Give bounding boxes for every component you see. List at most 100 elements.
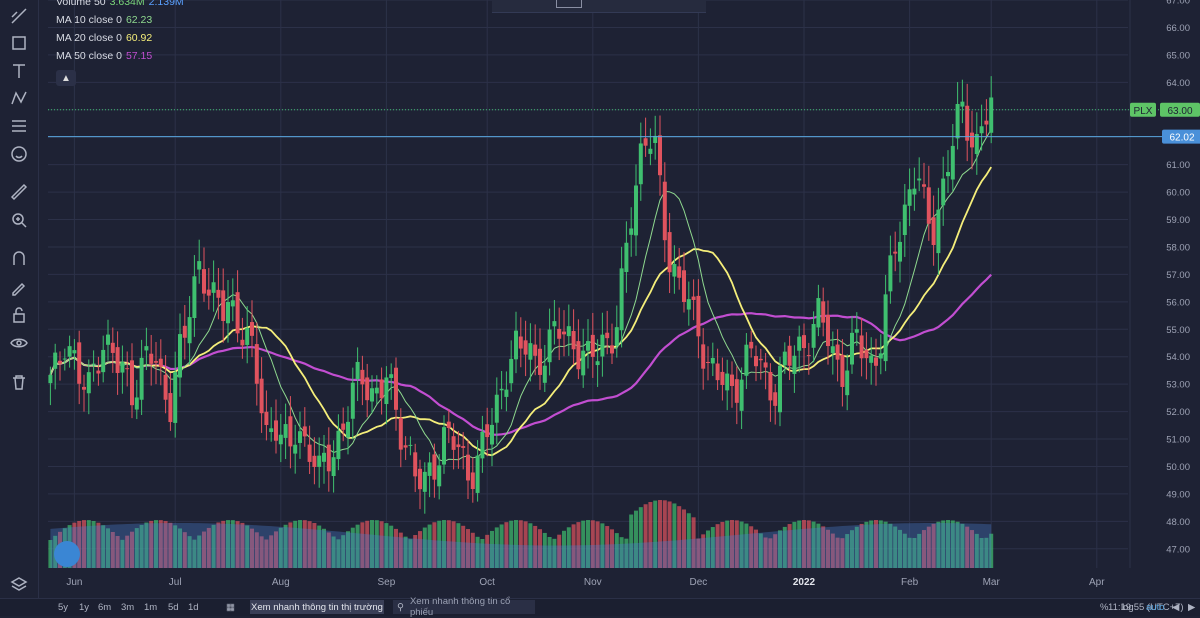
market-overview-tab[interactable]: Xem nhanh thông tin thị trường (250, 600, 384, 614)
timeframe-1d[interactable]: 1d (188, 602, 199, 613)
layers-icon[interactable] (9, 575, 29, 595)
lock-draw-icon[interactable] (9, 277, 29, 297)
log-toggle[interactable]: log (1121, 602, 1134, 613)
volume-bar (216, 522, 221, 568)
volume-bar (586, 520, 590, 568)
timeframe-1m[interactable]: 1m (144, 602, 158, 613)
tradingview-logo-icon (54, 541, 80, 567)
calendar-icon[interactable]: ▦ (226, 602, 235, 613)
volume-bar (264, 539, 269, 568)
stock-search-input[interactable]: ⚲ Xem nhanh thông tin cổ phiếu (393, 596, 535, 618)
candle-body (672, 264, 677, 277)
collapse-legend-button[interactable]: ▲ (56, 70, 76, 86)
scroll-right-icon[interactable]: ▶ (1188, 602, 1196, 613)
text-icon[interactable] (9, 61, 29, 81)
timeframe-1y[interactable]: 1y (79, 602, 90, 613)
volume-bar (662, 500, 667, 568)
candle-body (984, 120, 989, 125)
timeframe-6m[interactable]: 6m (98, 602, 112, 613)
candle-body (830, 346, 835, 354)
ruler-icon[interactable] (9, 182, 29, 202)
volume-bar (677, 506, 682, 568)
volume-bar (509, 520, 514, 568)
y-tick-label: 66.00 (1166, 23, 1190, 34)
price-chart[interactable]: 47.00 48.00 49.00 50.00 51.00 52.00 53.00 54.00… (38, 0, 1200, 598)
candle-body (230, 300, 235, 307)
volume-bar (446, 520, 451, 568)
volume-bar (158, 520, 163, 568)
volume-bar (499, 524, 504, 568)
volume-bar (370, 520, 374, 568)
volume-bar (797, 520, 802, 568)
volume-bar (754, 529, 758, 568)
candle-body (806, 355, 811, 357)
trend-line-icon[interactable] (9, 6, 29, 26)
eye-icon[interactable] (9, 333, 29, 353)
candle-body (701, 344, 706, 369)
auto-toggle[interactable]: auto (1146, 602, 1165, 613)
y-tick-label: 67.00 (1166, 0, 1190, 7)
candle-body (48, 374, 53, 384)
volume-bar (883, 521, 888, 568)
fib-icon[interactable] (9, 116, 29, 136)
candle-body (509, 358, 514, 384)
volume-bar (475, 536, 480, 568)
candle-body (835, 344, 840, 360)
volume-bar (77, 520, 82, 568)
candle-body (437, 465, 442, 487)
candle-body (389, 374, 394, 378)
window-box-icon[interactable] (556, 0, 582, 8)
candle-body (662, 181, 667, 241)
pattern-icon[interactable] (9, 88, 29, 108)
candle-body (494, 394, 499, 423)
candle-body (557, 328, 562, 339)
volume-bar (523, 521, 528, 568)
volume-bar (658, 500, 662, 568)
timeframe-3m[interactable]: 3m (121, 602, 135, 613)
candle-body (374, 387, 379, 394)
legend-value: 60.92 (125, 32, 153, 44)
volume-bar (888, 523, 893, 568)
candle-body (730, 374, 734, 386)
percent-toggle[interactable]: % (1100, 602, 1109, 613)
ma10-line (49, 129, 992, 462)
emoji-icon[interactable] (9, 144, 29, 164)
candle-body (370, 388, 374, 402)
volume-bar (864, 521, 869, 568)
scroll-left-icon[interactable]: ◀ (1172, 602, 1180, 613)
candle-body (173, 371, 178, 423)
zoom-icon[interactable] (9, 210, 29, 230)
candle-body (62, 358, 67, 360)
magnet-icon[interactable] (9, 248, 29, 268)
lock-icon[interactable] (9, 305, 29, 325)
volume-bar (326, 532, 331, 568)
candle-body (643, 138, 648, 146)
candle-body (259, 378, 264, 414)
volume-bar (110, 531, 115, 568)
candle-body (936, 209, 941, 254)
candle-body (638, 143, 643, 185)
volume-bar (322, 528, 326, 568)
candle-body (744, 344, 749, 376)
volume-bar (869, 520, 874, 568)
volume-bar (941, 520, 946, 568)
trash-icon[interactable] (9, 372, 29, 392)
rectangle-icon[interactable] (9, 33, 29, 53)
volume-bar (504, 522, 509, 568)
candle-body (206, 289, 211, 296)
candle-body (77, 342, 82, 384)
volume-bar (346, 531, 350, 568)
timeframe-5d[interactable]: 5d (168, 602, 179, 613)
volume-bar (744, 523, 749, 568)
volume-bar (821, 526, 826, 568)
volume-bar (298, 520, 302, 568)
candle-body (840, 354, 845, 387)
volume-bar (101, 525, 106, 568)
volume-bar (931, 523, 936, 568)
volume-bar (365, 520, 370, 568)
last-price-label: 63.00 (1167, 106, 1192, 117)
timeframe-5y[interactable]: 5y (58, 602, 69, 613)
volume-bar (547, 536, 552, 568)
volume-bar (120, 539, 125, 568)
volume-bar (989, 533, 994, 568)
